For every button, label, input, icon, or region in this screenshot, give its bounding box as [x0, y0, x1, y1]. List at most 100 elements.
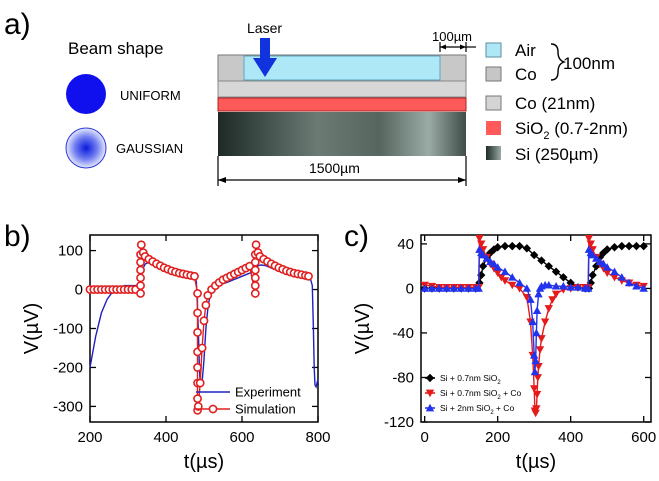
chart-c-data-point	[599, 259, 608, 268]
panel-b-label: b)	[4, 220, 31, 253]
chart-b-x-tick-label: 400	[153, 429, 178, 446]
chart-c-data-point	[532, 390, 542, 399]
chart-c-y-tick-label: 0	[406, 280, 414, 297]
chart-c-data-point	[531, 356, 540, 365]
chart-c-data-point	[478, 246, 488, 254]
legend-swatch-sio2	[486, 121, 501, 135]
chart-c-legend-marker	[425, 373, 435, 383]
chart-b-legend-marker	[208, 404, 218, 414]
legend-co21: Co (21nm)	[515, 94, 595, 113]
chart-c-data-point	[617, 241, 626, 251]
chart-b-data-point	[193, 327, 202, 337]
chart-c-data-point	[529, 351, 539, 359]
chart-c-data-point	[588, 246, 597, 254]
chart-b-data-point	[136, 265, 145, 275]
laser-arrow-icon	[253, 38, 277, 77]
chart-c-data-point	[427, 284, 437, 292]
chart-c-data-point	[534, 362, 543, 371]
chart-c-data-point	[534, 289, 543, 298]
chart-c-data-point	[639, 241, 648, 251]
chart-b-data-point	[136, 273, 145, 283]
chart-c-data-point	[528, 317, 537, 326]
chart-b-series-1	[85, 240, 313, 415]
chart-c-data-point	[489, 259, 499, 268]
legend-sio2: SiO2 (0.7-2nm)	[515, 119, 628, 142]
chart-c-data-point	[610, 243, 619, 252]
chart-c-data-point	[532, 405, 541, 413]
chart-c-data-point	[532, 306, 542, 315]
chart-c-data-point	[617, 273, 626, 281]
chart-b-data-point	[136, 240, 146, 250]
uniform-beam-icon	[66, 74, 106, 114]
uniform-label: UNIFORM	[120, 88, 181, 103]
chart-c-data-point	[610, 273, 619, 282]
chart-c-legend-marker	[425, 389, 435, 398]
chart-c-x-tick-label: 0	[420, 429, 428, 446]
chart-b-y-tick-label: -200	[53, 359, 83, 376]
chart-c-legend-label: Si + 0.7nm SiO2	[440, 373, 501, 386]
chart-c-data-point	[551, 267, 561, 276]
chart-b-legend-label: Simulation	[235, 402, 296, 417]
chart-b-data-point	[190, 271, 199, 281]
chart-c-data-point	[548, 296, 557, 304]
chart-c-data-point	[522, 244, 532, 253]
chart-c-x-tick-label: 600	[631, 429, 656, 446]
chart-c-data-point	[500, 277, 510, 285]
co-21nm-layer	[217, 80, 467, 98]
chart-c-data-point	[559, 273, 568, 282]
chart-c-data-point	[566, 283, 575, 291]
chart-b-data-point	[201, 300, 211, 310]
chart-c-data-point	[602, 245, 612, 254]
chart-b-data-point	[195, 378, 205, 388]
layer-legend: Air Co 100nm Co (21nm) SiO2 (0.7-2nm) Si…	[485, 41, 628, 164]
chart-c-data-point	[588, 250, 597, 259]
chart-c-data-point	[493, 269, 502, 278]
legend-brace	[550, 43, 567, 81]
chart-c-data-point	[464, 284, 473, 292]
chart-c-data-point	[559, 282, 568, 290]
chart-b-data-point	[304, 271, 313, 281]
chart-c-data-point	[526, 295, 535, 303]
sio2-layer	[217, 97, 467, 112]
chart-b-data-point	[250, 281, 260, 291]
scale-big-label: 1500µm	[309, 160, 360, 176]
chart-c-data-point	[477, 240, 486, 249]
chart-b-x-tick-label: 600	[229, 429, 254, 446]
chart-c-data-point	[624, 278, 634, 287]
chart-c-data-point	[533, 374, 543, 382]
chart-c-data-point	[474, 284, 483, 292]
chart-c-data-point	[508, 273, 517, 281]
chart-c-x-tick-label: 400	[558, 429, 583, 446]
chart-c-data-point	[588, 270, 597, 280]
chart-b-data-point	[197, 343, 207, 353]
chart-b-data-point	[193, 308, 202, 318]
chart-b-legend-label: Experiment	[235, 385, 301, 400]
chart-c-data-point	[435, 284, 444, 292]
si-substrate	[218, 112, 466, 156]
chart-b-data-point	[245, 261, 254, 271]
chart-c-data-point	[573, 283, 583, 291]
chart-c-data-point	[592, 261, 601, 271]
chart-c-legend-label: Si + 0.7nm SiO2 + Co	[440, 388, 522, 401]
chart-c-data-point	[508, 241, 517, 251]
beam-shape-title: Beam shape	[68, 39, 163, 58]
chart-c-y-tick-label: -120	[384, 414, 414, 431]
scale-small-bar	[439, 42, 476, 52]
chart-b-data-point	[250, 273, 260, 283]
chart-b-data-point	[251, 240, 261, 250]
chart-b-x-tick-label: 800	[305, 429, 330, 446]
chart-c-data-point	[515, 241, 524, 251]
panel-a-label: a)	[4, 8, 31, 41]
chart-b-data-point	[250, 265, 260, 275]
chart-c-data-point	[537, 335, 546, 343]
chart-c-data-point	[584, 284, 593, 292]
legend-swatch-si	[486, 146, 501, 160]
chart-c-data-point	[544, 305, 553, 313]
chart-b-x-tick-label: 200	[77, 429, 102, 446]
chart-c-data-point	[493, 243, 502, 252]
chart-c-x-tick-label: 200	[485, 429, 510, 446]
panel-c-label: c)	[344, 220, 369, 253]
chart-c-series-2	[420, 245, 648, 376]
